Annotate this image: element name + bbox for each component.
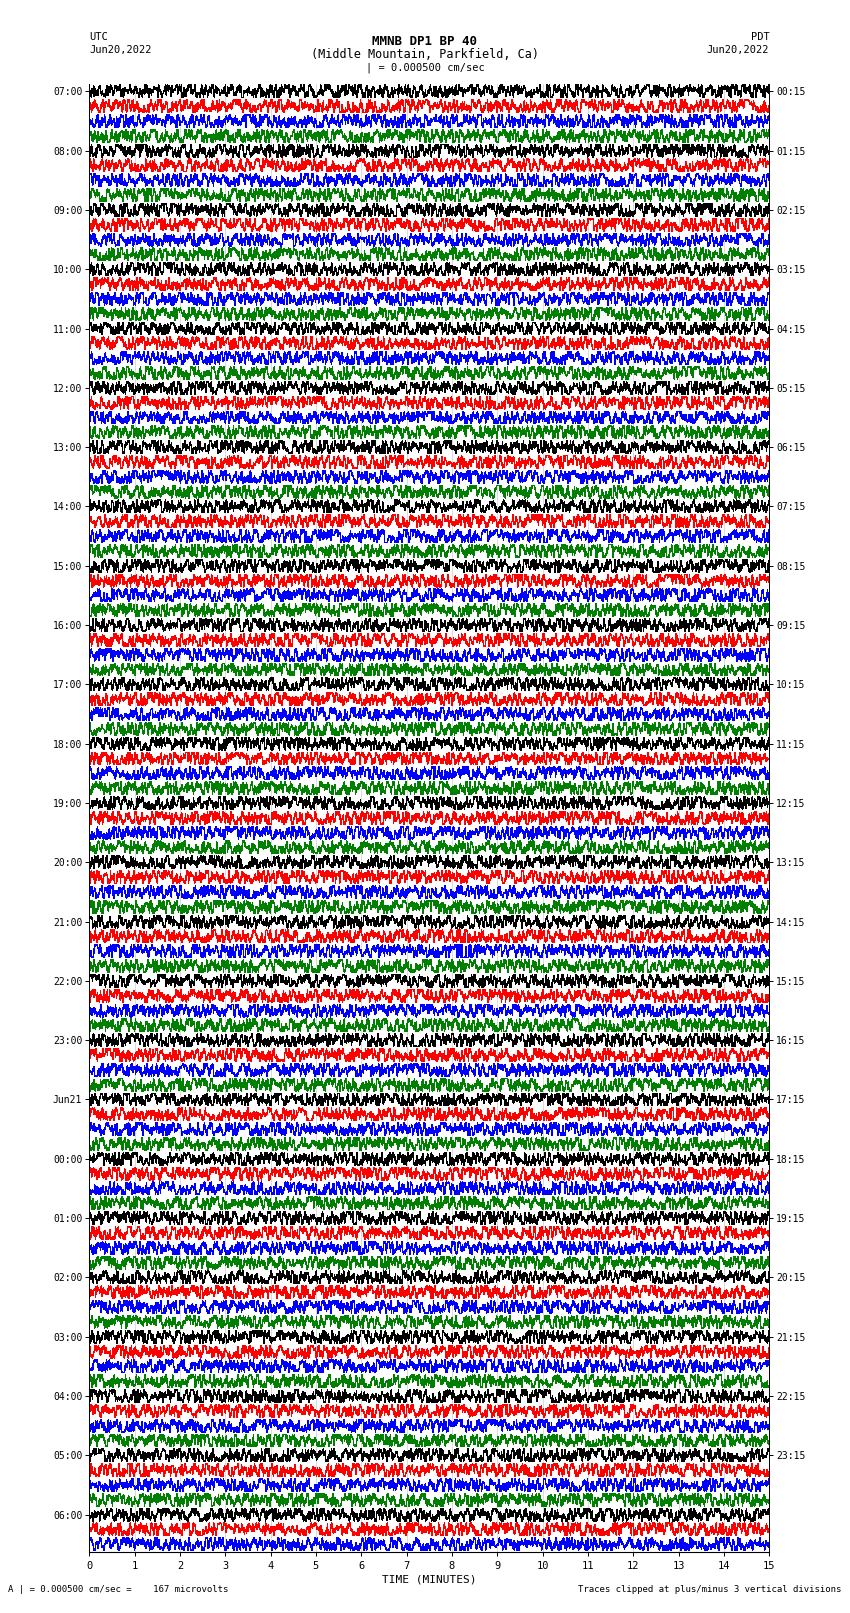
Text: Jun20,2022: Jun20,2022: [89, 45, 152, 55]
Text: A | = 0.000500 cm/sec =    167 microvolts: A | = 0.000500 cm/sec = 167 microvolts: [8, 1584, 229, 1594]
Text: MMNB DP1 BP 40: MMNB DP1 BP 40: [372, 35, 478, 48]
Text: (Middle Mountain, Parkfield, Ca): (Middle Mountain, Parkfield, Ca): [311, 48, 539, 61]
Text: Jun20,2022: Jun20,2022: [706, 45, 769, 55]
Text: UTC: UTC: [89, 32, 108, 42]
Text: | = 0.000500 cm/sec: | = 0.000500 cm/sec: [366, 63, 484, 74]
Text: Traces clipped at plus/minus 3 vertical divisions: Traces clipped at plus/minus 3 vertical …: [578, 1584, 842, 1594]
Text: PDT: PDT: [751, 32, 769, 42]
X-axis label: TIME (MINUTES): TIME (MINUTES): [382, 1574, 477, 1586]
